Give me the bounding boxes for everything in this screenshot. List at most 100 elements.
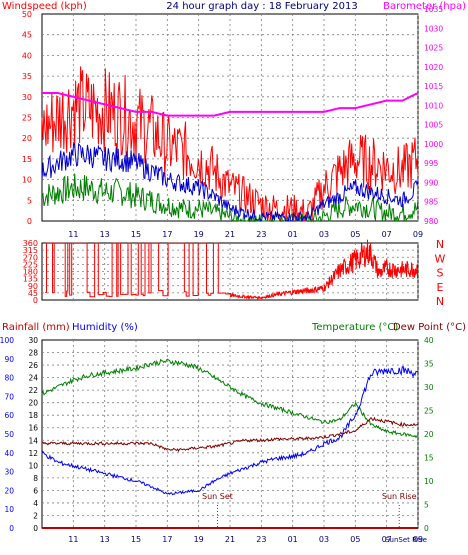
series [41,66,419,529]
wind-axis-tick: 30 [22,93,32,102]
wind-axis-tick: 0 [27,217,32,226]
direction-axis-tick: 135 [23,275,38,284]
temperature-axis-tick: 20 [424,430,434,439]
temperature-axis-tick: 35 [424,360,434,369]
labels: 5045403530252015105010351030102510201015… [0,1,466,544]
temperature-axis-tick: 40 [424,336,434,345]
annotation-label: Sun Set [202,492,233,501]
barometer-axis-tick: 1035 [424,5,443,14]
humidity-axis-tick: 20 [4,486,14,495]
barometer-axis-tick: 990 [424,178,439,187]
temperature-x-tick-label: 15 [131,535,141,544]
temperature-x-tick-label: 19 [194,535,204,544]
barometer-axis-tick: 1000 [424,140,443,149]
humidity-axis-tick: 90 [4,355,14,364]
dewpoint-axis-tick: 20 [28,399,38,408]
wind-x-tick-label: 09 [413,230,423,239]
barometer-axis-tick: 1025 [424,44,443,53]
dewpoint-line [41,416,419,453]
dewpoint-axis-tick: 2 [33,511,38,520]
dewpoint-axis-tick: 28 [28,349,38,358]
dewpoint-axis-tick: 26 [28,361,38,370]
temperature-x-tick-label: 11 [68,535,78,544]
wind-x-tick-label: 05 [350,230,360,239]
wind-gust-line [41,66,419,222]
wind-x-tick-label: 15 [131,230,141,239]
humidity-axis-tick: 0 [9,524,14,533]
barometer-axis-tick: 1020 [424,63,443,72]
barometer-axis-tick: 1030 [424,24,443,33]
direction-panel [41,242,419,301]
temperature-x-tick-label: 17 [162,535,172,544]
humidity-axis-tick: 60 [4,411,14,420]
direction-axis-tick: 315 [23,246,38,255]
humidity-axis-title: Humidity (%) [72,322,138,333]
dewpoint-axis-tick: 16 [28,424,38,433]
temperature-x-tick-label: 13 [100,535,110,544]
temperature-axis-tick: 25 [424,407,434,416]
direction-axis-tick: 45 [28,289,38,298]
chart-title: 24 hour graph day : 18 February 2013 [166,1,357,12]
wind-x-tick-label: 03 [319,230,329,239]
barometer-axis-tick: 995 [424,159,439,168]
dewpoint-axis-tick: 18 [28,411,38,420]
humidity-axis-tick: 50 [4,430,14,439]
direction-axis-tick: 180 [23,268,38,277]
direction-axis-tick: 0 [33,296,38,305]
humidity-axis-tick: 30 [4,468,14,477]
temperature-axis-tick: 5 [424,501,429,510]
barometer-axis-tick: 1015 [424,82,443,91]
wind-x-tick-label: 17 [162,230,172,239]
humidity-axis-tick: 80 [4,374,14,383]
temperature-line [41,358,419,439]
compass-label: S [437,267,444,280]
temperature-x-tick-label: 09 [413,535,423,544]
dewpoint-axis-tick: 22 [28,386,38,395]
wind-axis-tick: 40 [22,51,32,60]
direction-axis-tick: 360 [23,239,38,248]
wind-axis-tick: 10 [22,176,32,185]
wind-x-tick-label: 11 [68,230,78,239]
temperature-axis-tick: 0 [424,524,429,533]
compass-label: E [437,281,444,294]
temperature-x-tick-label: 01 [288,535,298,544]
wind-x-tick-label: 07 [382,230,392,239]
direction-axis-tick: 225 [23,260,38,269]
direction-line [229,239,419,301]
temperature-x-tick-label: 07 [382,535,392,544]
wind-axis-tick: 20 [22,134,32,143]
direction-axis-tick: 270 [23,253,38,262]
dewpoint-axis-tick: 24 [28,374,38,383]
dewpoint-axis-tick: 0 [33,524,38,533]
dewpoint-axis-tick: 4 [33,499,38,508]
wind-axis-tick: 35 [22,72,32,81]
temperature-x-tick-label: 23 [256,535,266,544]
dewpoint-axis-tick: 10 [28,461,38,470]
humidity-line [41,365,419,496]
humidity-axis-tick: 100 [0,336,14,345]
dewpoint-axis-title: Dew Point (°C) [393,322,466,333]
barometer-axis-tick: 1005 [424,121,443,130]
annotation-label: Sun Rise [382,492,417,501]
barometer-line [42,92,419,117]
dewpoint-axis-tick: 8 [33,474,38,483]
temperature-axis-title: Temperature (°C) [311,322,398,333]
temperature-axis-tick: 30 [424,383,434,392]
wind-x-tick-label: 01 [288,230,298,239]
temperature-x-tick-label: 03 [319,535,329,544]
wind-axis-tick: 45 [22,31,32,40]
dewpoint-axis-tick: 14 [28,436,38,445]
wind-x-tick-label: 23 [256,230,266,239]
barometer-axis-tick: 1010 [424,101,443,110]
humidity-axis-tick: 10 [4,505,14,514]
temperature-axis-tick: 15 [424,454,434,463]
compass-label: N [436,295,444,308]
compass-label: W [435,252,446,265]
temperature-axis-tick: 10 [424,477,434,486]
humidity-axis-tick: 40 [4,449,14,458]
wind-axis-tick: 50 [22,10,32,19]
humidity-axis-tick: 70 [4,392,14,401]
dewpoint-axis-tick: 6 [33,486,38,495]
wind-average-line [41,141,419,222]
